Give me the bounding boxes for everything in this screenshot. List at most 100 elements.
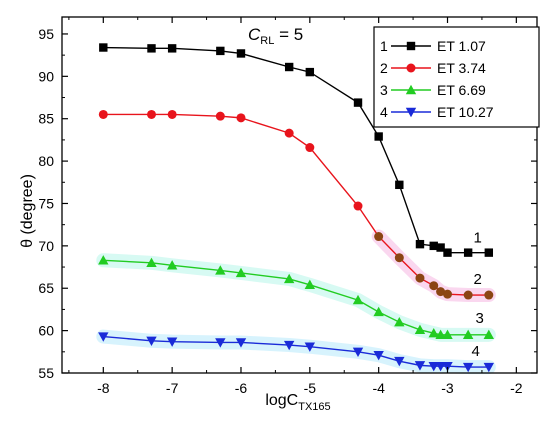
legend-marker-2 <box>406 63 416 73</box>
data-point-series-4 <box>283 340 295 351</box>
data-point-series-2 <box>394 253 404 263</box>
data-point-series-2 <box>374 232 384 242</box>
legend: 1 ET 1.07 2 ET 3.74 3 ET 6.69 4 ET 10.27 <box>373 26 540 128</box>
data-point-series-2 <box>463 290 473 300</box>
curve-label-4: 4 <box>472 343 480 360</box>
data-point-series-1 <box>167 44 177 53</box>
series-line-4 <box>103 335 489 368</box>
x-tick-label: -3 <box>441 380 454 396</box>
legend-key-3: 3 <box>380 82 388 98</box>
x-tick-label: -2 <box>510 380 523 396</box>
curve-label-3: 3 <box>476 310 484 327</box>
data-point-series-2 <box>236 113 246 123</box>
series-line-3 <box>103 259 489 336</box>
data-point-series-3 <box>462 329 474 340</box>
data-point-series-2 <box>146 109 156 119</box>
data-point-series-1 <box>484 248 494 257</box>
data-point-series-3 <box>435 329 446 340</box>
data-point-series-1 <box>99 43 108 52</box>
data-point-series-1 <box>236 49 246 58</box>
data-point-series-1 <box>216 46 225 56</box>
data-point-series-4 <box>462 362 474 373</box>
data-point-series-4 <box>394 356 405 367</box>
y-tick-label: 65 <box>38 280 54 296</box>
x-axis-label: logCTX165 <box>265 392 330 413</box>
data-point-series-3 <box>166 260 178 270</box>
data-point-series-1 <box>305 67 315 77</box>
data-point-series-4 <box>235 338 247 348</box>
curve-label-2: 2 <box>474 271 482 288</box>
data-point-series-3 <box>352 294 364 305</box>
data-point-series-4 <box>373 351 384 361</box>
y-tick-label: 85 <box>38 111 54 127</box>
data-point-series-1 <box>443 248 452 257</box>
data-point-series-4 <box>483 362 495 373</box>
data-point-series-3 <box>414 324 426 334</box>
data-point-series-3 <box>215 265 226 275</box>
data-point-series-4 <box>435 362 446 372</box>
data-point-series-1 <box>395 180 404 190</box>
data-point-series-4 <box>215 338 226 348</box>
y-tick-label: 95 <box>38 26 54 42</box>
data-point-series-3 <box>235 267 247 278</box>
data-point-series-1 <box>436 243 445 252</box>
y-axis-label: θ (degree) <box>19 174 36 248</box>
chart-annotation: CRL = 5 <box>248 25 303 47</box>
x-tick-label: -4 <box>372 380 385 396</box>
data-point-series-2 <box>215 111 225 121</box>
legend-key-1: 1 <box>380 38 388 54</box>
y-tick-label: 75 <box>38 195 54 211</box>
data-point-series-2 <box>436 287 446 297</box>
legend-label-3: ET 6.69 <box>437 82 486 98</box>
data-point-series-3 <box>483 329 495 340</box>
x-tick-label: -7 <box>166 380 179 396</box>
data-point-series-1 <box>284 62 294 72</box>
data-point-series-2 <box>415 273 425 283</box>
data-point-series-2 <box>484 290 494 300</box>
y-tick-label: 55 <box>38 365 54 381</box>
data-point-series-4 <box>304 342 316 352</box>
data-point-series-3 <box>146 257 157 268</box>
data-point-series-2 <box>305 143 315 153</box>
data-point-series-1 <box>374 132 383 141</box>
legend-label-1: ET 1.07 <box>437 38 486 54</box>
x-tick-label: -5 <box>304 380 317 396</box>
data-point-series-2 <box>353 201 363 211</box>
y-tick-label: 80 <box>38 153 54 169</box>
y-tick-label: 90 <box>38 68 54 84</box>
legend-box <box>373 26 540 128</box>
data-point-series-3 <box>394 316 405 327</box>
data-point-series-2 <box>98 109 108 119</box>
data-point-series-3 <box>98 255 109 265</box>
x-tick-label: -6 <box>235 380 248 396</box>
data-point-series-4 <box>146 336 157 346</box>
data-point-series-4 <box>428 362 439 372</box>
data-point-series-3 <box>283 273 295 284</box>
curve-label-1: 1 <box>474 230 482 247</box>
data-point-series-1 <box>415 239 425 249</box>
legend-key-4: 4 <box>380 104 388 120</box>
data-point-series-1 <box>353 98 363 107</box>
data-point-series-2 <box>284 128 294 138</box>
data-point-series-4 <box>414 361 426 371</box>
data-point-series-4 <box>98 332 109 342</box>
data-point-series-1 <box>147 44 156 53</box>
data-point-series-3 <box>304 279 316 290</box>
data-point-series-3 <box>442 329 453 340</box>
legend-label-4: ET 10.27 <box>437 104 494 120</box>
legend-key-2: 2 <box>380 60 388 76</box>
plot-frame <box>61 16 538 374</box>
data-point-series-4 <box>352 347 364 358</box>
data-point-series-4 <box>442 362 453 372</box>
legend-marker-3 <box>405 84 417 95</box>
legend-marker-4 <box>405 107 417 118</box>
data-point-series-3 <box>373 306 384 317</box>
y-tick-label: 60 <box>38 323 54 339</box>
data-point-series-4 <box>166 337 178 347</box>
data-point-series-1 <box>463 248 473 257</box>
data-point-series-1 <box>429 241 438 251</box>
series-highlight-band <box>96 253 496 342</box>
data-point-series-2 <box>429 281 439 291</box>
x-tick-label: -8 <box>97 380 110 396</box>
data-point-series-2 <box>167 109 177 119</box>
